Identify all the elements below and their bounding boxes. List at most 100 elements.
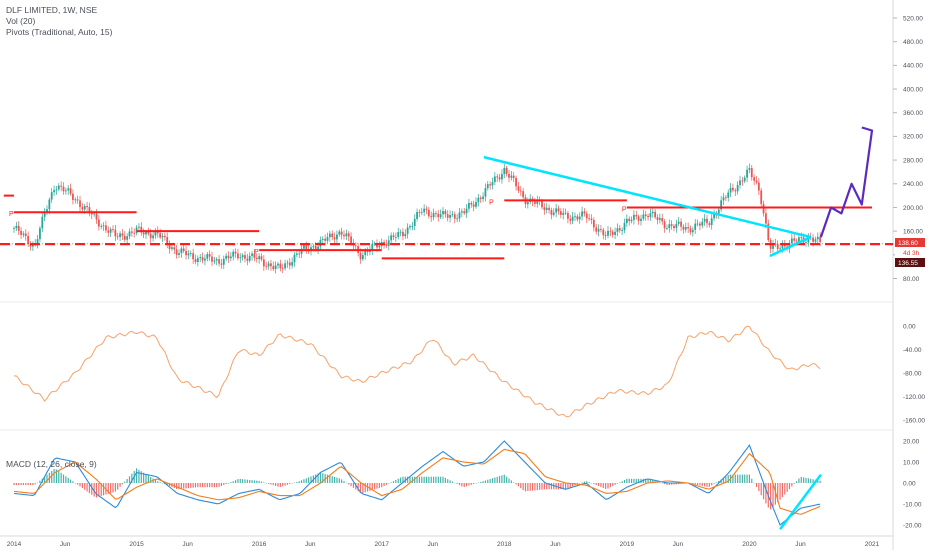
macd-histogram-bar — [487, 479, 489, 483]
candle-body — [48, 199, 51, 210]
macd-histogram-bar — [230, 482, 232, 483]
macd-histogram-bar — [753, 482, 755, 484]
macd-histogram-bar — [51, 470, 53, 483]
pivot-p-label: P — [9, 211, 14, 218]
macd-histogram-bar — [138, 469, 140, 483]
candle-body — [145, 231, 147, 235]
macd-histogram-bar — [447, 479, 449, 483]
macd-histogram-bar — [107, 483, 109, 494]
candle-body — [423, 208, 426, 213]
macd-histogram-bar — [352, 483, 355, 488]
macd-histogram-bar — [263, 482, 265, 483]
macd-indicator-label[interactable]: MACD (12, 26, close, 9) — [6, 459, 97, 469]
candle-body — [279, 263, 282, 269]
macd-histogram-bar — [279, 483, 281, 487]
user-drawings[interactable] — [483, 126, 874, 530]
descending-trendline[interactable] — [483, 155, 812, 239]
macd-histogram-bar — [652, 480, 654, 483]
macd-histogram-bar — [209, 483, 211, 488]
macd-histogram-bar — [234, 480, 237, 483]
candle-body — [710, 218, 713, 225]
candle-body — [706, 218, 708, 224]
volume-indicator-label[interactable]: Vol (20) — [6, 16, 36, 26]
macd-tick-label: -20.00 — [903, 522, 922, 529]
candle-body — [571, 216, 574, 221]
macd-histogram-bar — [470, 483, 472, 485]
candle-body — [387, 240, 390, 246]
symbol-title[interactable]: DLF LIMITED, 1W, NSE — [6, 5, 98, 15]
macd-histogram-bar — [477, 482, 479, 484]
macd-histogram-bar — [508, 478, 510, 483]
candle-body — [663, 221, 666, 229]
macd-histogram-bar — [126, 478, 128, 483]
time-tick-label: 2020 — [742, 541, 757, 548]
candle-body — [625, 218, 628, 224]
macd-histogram-bar — [774, 483, 776, 505]
candle-body — [86, 206, 88, 208]
candle-body — [67, 188, 70, 191]
macd-histogram-bar — [529, 483, 531, 491]
macd-histogram-bar — [98, 483, 100, 497]
candle-body — [680, 221, 682, 227]
pivots-indicator-label[interactable]: Pivots (Traditional, Auto, 15) — [6, 27, 113, 37]
macd-histogram-bar — [176, 483, 178, 489]
macd-histogram-bar — [65, 476, 67, 483]
candle-body — [260, 256, 263, 260]
price-tick-label: 440.00 — [903, 63, 923, 70]
candle-body — [112, 229, 114, 230]
candle-body — [62, 186, 65, 192]
price-tick-label: 480.00 — [903, 39, 923, 46]
candle-body — [41, 216, 44, 229]
candle-body — [701, 221, 704, 226]
macd-histogram-bar — [498, 476, 501, 483]
candle-body — [258, 256, 261, 260]
macd-histogram-bar — [275, 483, 277, 486]
candle-body — [609, 230, 612, 232]
candle-body — [696, 223, 699, 225]
time-tick-label: Jun — [550, 541, 561, 548]
candle-body — [684, 227, 687, 230]
candle-body — [602, 229, 605, 236]
candle-body — [442, 211, 444, 215]
candle-body — [597, 229, 600, 232]
candle-body — [647, 215, 649, 218]
macd-histogram-bar — [727, 475, 729, 483]
macd-histogram-bar — [376, 483, 378, 489]
projection-arrow-drawing[interactable] — [819, 126, 874, 238]
candle-body — [519, 190, 522, 192]
candle-body — [493, 176, 496, 183]
candle-body — [149, 233, 152, 239]
macd-histogram-bar — [595, 483, 597, 486]
candle-body — [69, 188, 72, 194]
macd-histogram-bar — [534, 483, 536, 491]
candle-body — [427, 209, 430, 217]
candle-body — [123, 235, 126, 240]
candle-body — [404, 233, 407, 237]
candle-body — [154, 230, 157, 236]
macd-histogram-bar — [465, 483, 468, 487]
macd-tick-label: -10.00 — [903, 501, 922, 508]
macd-histogram-bar — [69, 479, 72, 483]
macd-histogram-bar — [661, 483, 663, 484]
macd-trendline[interactable] — [779, 473, 822, 530]
macd-histogram-bar — [539, 483, 541, 490]
candle-body — [336, 234, 338, 240]
macd-histogram-bar — [711, 483, 713, 486]
candle-body — [376, 243, 378, 248]
candle-body — [204, 258, 206, 261]
candle-body — [81, 206, 84, 210]
macd-histogram-bar — [541, 483, 543, 490]
time-tick-label: Jun — [305, 541, 316, 548]
macd-histogram-bar — [737, 474, 739, 483]
macd-histogram-bar — [581, 482, 583, 484]
candle-body — [628, 218, 631, 222]
ascending-trendline[interactable] — [769, 235, 812, 258]
time-tick-label: 2016 — [252, 541, 267, 548]
candle-body — [385, 243, 388, 246]
candle-body — [39, 228, 41, 240]
candle-body — [776, 243, 779, 249]
candle-body — [557, 208, 560, 212]
candle-body — [741, 180, 744, 182]
macd-histogram-bar — [20, 483, 22, 486]
candle-body — [656, 217, 659, 220]
